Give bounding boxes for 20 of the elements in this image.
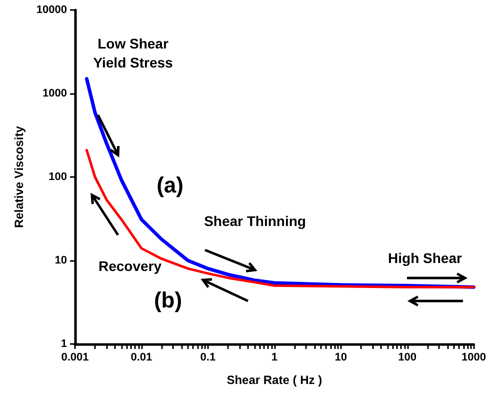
x-tick-label: 0.001 [61, 352, 89, 364]
annotation: Low Shear Yield Stress [93, 36, 174, 70]
y-tick-label: 1000 [42, 88, 67, 100]
x-tick-label: 100 [398, 352, 416, 364]
x-tick-label: 10 [334, 352, 347, 364]
y-tick-label: 10000 [36, 4, 67, 16]
y-tick-label: 10 [54, 254, 67, 266]
annotation: High Shear [388, 250, 462, 266]
annotation: (b) [154, 288, 182, 312]
annotation: (a) [156, 172, 184, 198]
x-tick-label: 1000 [462, 352, 486, 364]
x-tick-label: 0.01 [130, 352, 152, 364]
x-tick-label: 0.1 [200, 352, 216, 364]
y-axis-title: Relative Viscosity [12, 126, 26, 228]
y-tick-label: 1 [60, 338, 67, 350]
y-tick-label: 100 [48, 171, 67, 183]
x-axis-title: Shear Rate ( Hz ) [226, 373, 322, 387]
x-tick-label: 1 [271, 352, 278, 364]
annotation: Shear Thinning [204, 213, 306, 229]
annotation: Recovery [98, 258, 162, 274]
